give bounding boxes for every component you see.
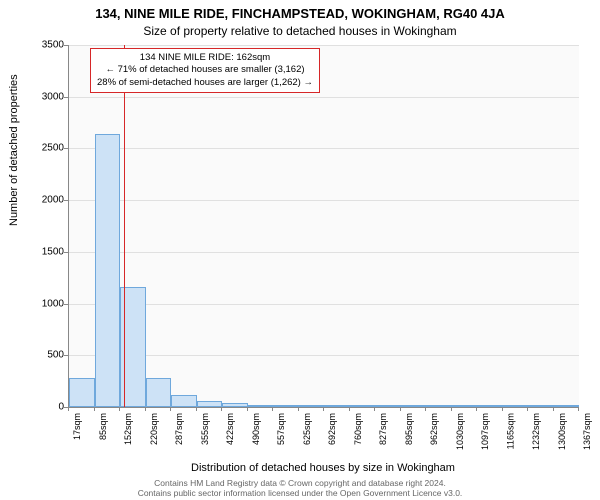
ytick-mark [64,97,68,98]
xtick-label: 1097sqm [480,413,490,450]
gridline [69,252,579,253]
title-main: 134, NINE MILE RIDE, FINCHAMPSTEAD, WOKI… [0,6,600,21]
xtick-mark [374,407,375,411]
xtick-label: 287sqm [174,413,184,445]
xtick-mark [502,407,503,411]
xtick-label: 1300sqm [557,413,567,450]
xtick-mark [349,407,350,411]
histogram-bar [477,405,503,407]
ytick-mark [64,148,68,149]
footer-line2: Contains public sector information licen… [0,488,600,498]
y-axis-label: Number of detached properties [8,74,20,226]
annotation-line2: ← 71% of detached houses are smaller (3,… [97,64,313,76]
xtick-label: 152sqm [123,413,133,445]
annotation-box: 134 NINE MILE RIDE: 162sqm← 71% of detac… [90,48,320,93]
gridline [69,97,579,98]
histogram-bar [426,405,452,407]
ytick-mark [64,45,68,46]
xtick-mark [425,407,426,411]
histogram-bar [299,405,325,407]
gridline [69,355,579,356]
gridline [69,304,579,305]
histogram-bar [222,403,248,407]
xtick-label: 85sqm [98,413,108,440]
xtick-mark [527,407,528,411]
xtick-label: 422sqm [225,413,235,445]
xtick-mark [272,407,273,411]
histogram-bar [248,405,274,407]
xtick-label: 962sqm [429,413,439,445]
xtick-label: 17sqm [72,413,82,440]
ytick-mark [64,355,68,356]
chart-plot-area [68,45,579,408]
xtick-mark [94,407,95,411]
property-marker-line [124,45,125,407]
xtick-mark [119,407,120,411]
xtick-mark [247,407,248,411]
xtick-mark [578,407,579,411]
xtick-label: 490sqm [251,413,261,445]
ytick-label: 2000 [42,195,64,206]
xtick-mark [323,407,324,411]
xtick-label: 220sqm [149,413,159,445]
histogram-bar [69,378,95,407]
title-sub: Size of property relative to detached ho… [0,24,600,38]
histogram-bar [273,405,299,407]
xtick-mark [298,407,299,411]
xtick-mark [68,407,69,411]
histogram-bar [375,405,401,407]
xtick-label: 760sqm [353,413,363,445]
xtick-label: 625sqm [302,413,312,445]
ytick-mark [64,200,68,201]
xtick-label: 1165sqm [506,413,516,449]
ytick-label: 3500 [42,40,64,51]
histogram-bar [401,405,427,407]
chart-container: 134, NINE MILE RIDE, FINCHAMPSTEAD, WOKI… [0,0,600,500]
ytick-label: 500 [47,350,64,361]
footer-line1: Contains HM Land Registry data © Crown c… [0,478,600,488]
histogram-bar [528,405,554,407]
xtick-mark [400,407,401,411]
ytick-label: 1500 [42,246,64,257]
histogram-bar [197,401,223,407]
histogram-bar [324,405,350,407]
footer-attribution: Contains HM Land Registry data © Crown c… [0,478,600,498]
histogram-bar [554,405,580,407]
xtick-mark [196,407,197,411]
annotation-line1: 134 NINE MILE RIDE: 162sqm [97,52,313,64]
xtick-mark [476,407,477,411]
xtick-mark [221,407,222,411]
xtick-label: 692sqm [327,413,337,445]
histogram-bar [350,405,376,407]
histogram-bar [171,395,197,407]
histogram-bar [503,405,529,407]
xtick-mark [553,407,554,411]
histogram-bar [146,378,172,407]
histogram-bar [95,134,121,407]
gridline [69,148,579,149]
gridline [69,200,579,201]
ytick-label: 0 [58,402,64,413]
xtick-label: 1367sqm [582,413,592,450]
xtick-mark [145,407,146,411]
x-axis-label: Distribution of detached houses by size … [68,462,578,474]
ytick-label: 3000 [42,91,64,102]
ytick-label: 2500 [42,143,64,154]
xtick-label: 1030sqm [455,413,465,450]
histogram-bar [452,405,478,407]
gridline [69,45,579,46]
xtick-label: 355sqm [200,413,210,445]
xtick-label: 827sqm [378,413,388,445]
ytick-mark [64,304,68,305]
xtick-mark [170,407,171,411]
ytick-mark [64,252,68,253]
annotation-line3: 28% of semi-detached houses are larger (… [97,77,313,89]
xtick-label: 1232sqm [531,413,541,450]
xtick-label: 895sqm [404,413,414,445]
ytick-label: 1000 [42,298,64,309]
xtick-label: 557sqm [276,413,286,445]
xtick-mark [451,407,452,411]
